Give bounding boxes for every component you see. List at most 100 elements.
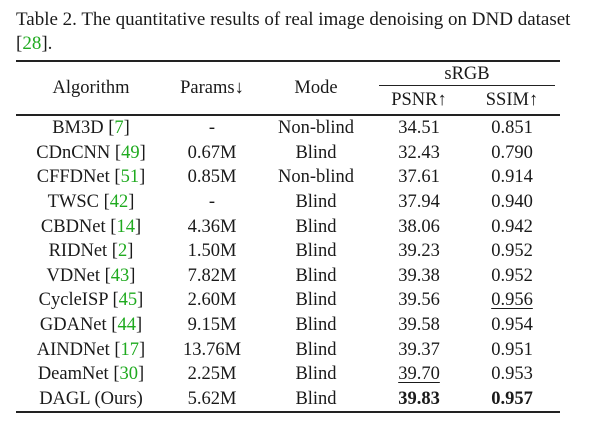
cell-ssim: 0.914 — [491, 167, 533, 188]
cell-algorithm: GDANet [44] — [39, 315, 143, 336]
cell-algorithm: CycleISP [45] — [38, 290, 144, 311]
cell-mode: Blind — [295, 364, 337, 385]
cell-ssim: 0.957 — [464, 386, 560, 414]
algorithm-name: TWSC — [47, 192, 99, 213]
algorithm-name: CDnCNN — [36, 142, 111, 163]
cell-algorithm: VDNet [43] — [46, 265, 136, 286]
cell-algorithm: RIDNet [2] — [48, 241, 134, 262]
cell-params: 4.36M — [187, 216, 237, 237]
cell-ssim: 0.952 — [491, 241, 533, 262]
cell-algorithm: CDnCNN [49] — [36, 142, 146, 163]
cell-params: 0.67M — [187, 142, 237, 163]
table-row: CDnCNN [49] 0.67M Blind 32.43 0.790 — [16, 141, 560, 166]
algorithm-name: RIDNet — [48, 241, 108, 262]
citation-link[interactable]: 17 — [120, 339, 140, 360]
algorithm-name: DAGL (Ours) — [39, 388, 143, 409]
cell-mode: Blind — [295, 241, 337, 262]
header-srgb: sRGB — [374, 61, 560, 86]
table-caption: Table 2. The quantitative results of rea… — [16, 8, 586, 56]
table-row: CycleISP [45] 2.60M Blind 39.56 0.956 — [16, 288, 560, 313]
cell-psnr: 34.51 — [398, 118, 440, 139]
table-row: GDANet [44] 9.15M Blind 39.58 0.954 — [16, 313, 560, 338]
cell-psnr: 39.70 — [398, 364, 440, 385]
cell-ssim: 0.851 — [491, 118, 533, 139]
citation-link[interactable]: 44 — [117, 315, 136, 336]
cell-psnr: 32.43 — [398, 142, 440, 163]
cell-mode: Blind — [295, 192, 337, 213]
citation-link[interactable]: 51 — [120, 167, 140, 188]
cell-params: 7.82M — [187, 265, 237, 286]
algorithm-name: BM3D — [52, 118, 104, 139]
cell-mode: Non-blind — [277, 118, 355, 139]
table-row: RIDNet [2] 1.50M Blind 39.23 0.952 — [16, 239, 560, 264]
cell-ssim: 0.952 — [491, 265, 533, 286]
cell-psnr: 37.61 — [398, 167, 440, 188]
cell-params: - — [208, 192, 216, 213]
cell-psnr: 39.58 — [398, 315, 440, 336]
cell-mode: Blind — [295, 265, 337, 286]
table-row: DeamNet [30] 2.25M Blind 39.70 0.953 — [16, 362, 560, 387]
cell-mode: Blind — [258, 386, 374, 414]
cell-psnr: 39.38 — [398, 265, 440, 286]
cell-mode: Blind — [295, 339, 337, 360]
header-ssim: SSIM↑ — [485, 89, 539, 110]
header-psnr: PSNR↑ — [391, 89, 447, 110]
header-mode: Mode — [294, 77, 338, 98]
citation-link[interactable]: 49 — [121, 142, 140, 163]
cell-psnr: 39.37 — [398, 339, 440, 360]
cell-params: 9.15M — [187, 315, 237, 336]
cell-mode: Blind — [295, 315, 337, 336]
citation-link[interactable]: 43 — [110, 265, 130, 286]
algorithm-name: CycleISP — [38, 290, 108, 311]
table-row: TWSC [42] - Blind 37.94 0.940 — [16, 190, 560, 215]
cell-ssim: 0.942 — [491, 216, 533, 237]
cell-params: 2.60M — [187, 290, 237, 311]
cell-algorithm: AINDNet [17] — [36, 339, 146, 360]
caption-text-end: ]. — [41, 33, 53, 54]
cell-params: 2.25M — [187, 364, 237, 385]
algorithm-name: DeamNet — [37, 364, 109, 385]
cell-ssim: 0.790 — [491, 142, 533, 163]
cell-ssim: 0.951 — [491, 339, 533, 360]
cell-params: 13.76M — [182, 339, 242, 360]
header-algorithm: Algorithm — [52, 77, 130, 98]
cell-params: 0.85M — [187, 167, 237, 188]
header-srgb-label: sRGB — [379, 63, 555, 86]
cell-psnr: 38.06 — [398, 216, 440, 237]
cell-psnr: 39.23 — [398, 241, 440, 262]
cell-params: - — [208, 118, 216, 139]
citation-link[interactable]: 7 — [114, 118, 124, 139]
results-table: Algorithm Params↓ Mode sRGB PSNR↑ SSIM↑ … — [16, 60, 560, 414]
header-params: Params↓ — [180, 77, 244, 98]
citation-link[interactable]: 45 — [118, 290, 138, 311]
citation-link[interactable]: 14 — [116, 216, 135, 237]
cell-params: 1.50M — [187, 241, 237, 262]
table-row: DAGL (Ours) 5.62M Blind 39.83 0.957 — [16, 386, 560, 414]
table-row: BM3D [7] - Non-blind 34.51 0.851 — [16, 116, 560, 141]
cell-mode: Blind — [295, 290, 337, 311]
cell-ssim: 0.940 — [491, 192, 533, 213]
caption-text: Table 2. The quantitative results of rea… — [16, 9, 571, 54]
cell-algorithm: CBDNet [14] — [40, 216, 142, 237]
cell-psnr: 39.83 — [374, 386, 464, 414]
caption-citation[interactable]: 28 — [22, 33, 42, 54]
table-row: AINDNet [17] 13.76M Blind 39.37 0.951 — [16, 337, 560, 362]
table-row: CFFDNet [51] 0.85M Non-blind 37.61 0.914 — [16, 165, 560, 190]
citation-link[interactable]: 2 — [117, 241, 128, 262]
cell-mode: Blind — [295, 216, 337, 237]
cell-algorithm: CFFDNet [51] — [36, 167, 146, 188]
cell-ssim: 0.956 — [491, 290, 533, 311]
cell-psnr: 37.94 — [398, 192, 440, 213]
cell-algorithm: DeamNet [30] — [37, 364, 145, 385]
table-body: BM3D [7] - Non-blind 34.51 0.851 CDnCNN [49] 0… — [16, 116, 560, 414]
cell-algorithm: BM3D [7] — [52, 118, 130, 139]
cell-ssim: 0.954 — [491, 315, 533, 336]
algorithm-name: VDNet — [46, 265, 100, 286]
citation-link[interactable]: 30 — [119, 364, 139, 385]
cell-ssim: 0.953 — [491, 364, 533, 385]
citation-link[interactable]: 42 — [109, 192, 129, 213]
cell-psnr: 39.56 — [398, 290, 440, 311]
algorithm-name: CBDNet — [40, 216, 106, 237]
cell-mode: Non-blind — [277, 167, 355, 188]
algorithm-name: AINDNet — [36, 339, 110, 360]
